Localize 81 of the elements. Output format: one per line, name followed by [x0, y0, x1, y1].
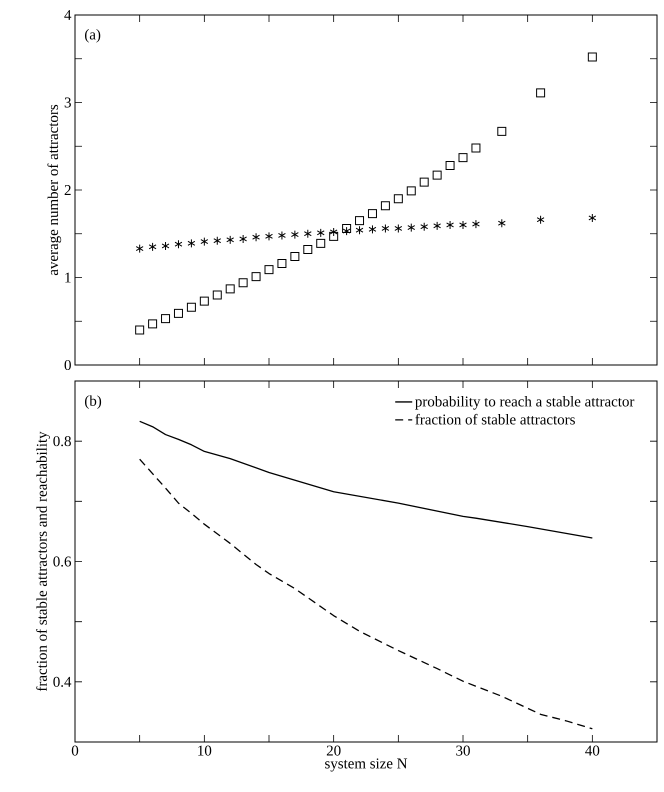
- point: [588, 213, 596, 222]
- y-tick-label: 0.4: [53, 676, 72, 687]
- annotation: (b): [84, 395, 102, 409]
- y-tick-label: 3: [64, 97, 71, 108]
- point: [407, 223, 416, 232]
- point: [446, 220, 454, 230]
- point: [342, 224, 352, 233]
- y-tick-label: 0.8: [53, 436, 71, 446]
- point: [394, 194, 403, 204]
- point: [136, 244, 144, 254]
- x-tick-label: 40: [585, 746, 600, 756]
- point: [330, 227, 338, 236]
- point: [394, 224, 402, 233]
- point: [380, 201, 390, 210]
- point: [148, 319, 158, 328]
- point: [329, 232, 338, 241]
- point: [174, 308, 183, 318]
- point: [432, 170, 442, 180]
- y-tick-label: 4: [64, 10, 72, 20]
- point: [200, 237, 208, 246]
- point: [212, 290, 222, 300]
- point: [316, 228, 325, 238]
- point: [446, 160, 455, 170]
- y-tick-label: 1: [65, 272, 71, 282]
- point: [498, 218, 506, 228]
- point: [265, 232, 273, 241]
- point: [355, 216, 364, 226]
- x-axis-title: system size N: [325, 758, 408, 772]
- point: [304, 229, 312, 238]
- point: [420, 178, 429, 187]
- point: [148, 242, 157, 252]
- y-tick-label: 0: [64, 360, 71, 370]
- y-axis-title: fraction of stable attractors and reachability: [36, 431, 50, 692]
- point: [459, 220, 467, 230]
- point: [536, 215, 545, 224]
- point: [472, 220, 480, 229]
- point: [471, 143, 480, 152]
- x-tick-label: 30: [456, 746, 470, 756]
- point: [135, 325, 144, 334]
- point: [433, 221, 442, 230]
- point: [420, 222, 428, 232]
- line-series: [139, 458, 593, 730]
- point: [238, 278, 248, 288]
- y-tick-label: 2: [64, 185, 71, 195]
- point: [368, 224, 376, 234]
- point: [316, 238, 326, 248]
- y-tick-label: 0.6: [53, 556, 72, 567]
- point: [290, 252, 300, 261]
- point: [303, 244, 312, 254]
- point: [187, 238, 196, 248]
- point: [497, 126, 506, 136]
- point: [278, 230, 286, 240]
- x-tick-label: 20: [326, 746, 341, 756]
- point: [174, 240, 182, 249]
- legend-label: fraction of stable attractors: [415, 414, 575, 425]
- point: [290, 230, 299, 240]
- point: [277, 258, 286, 268]
- x-tick-label: 10: [198, 746, 212, 756]
- point: [213, 236, 222, 246]
- point: [226, 284, 235, 294]
- point: [381, 224, 390, 233]
- point: [252, 272, 261, 282]
- point: [368, 209, 377, 218]
- point: [536, 88, 546, 98]
- point: [252, 232, 260, 242]
- annotation: (a): [84, 29, 100, 43]
- point: [588, 52, 597, 62]
- point: [458, 153, 468, 162]
- legend-label: probability to reach a stable attractor: [415, 396, 634, 410]
- point: [161, 314, 170, 324]
- point: [356, 226, 364, 235]
- point: [200, 296, 209, 306]
- y-axis-title: average number of attractors: [47, 104, 62, 276]
- point: [406, 186, 416, 196]
- point: [342, 226, 351, 236]
- point: [264, 265, 274, 274]
- point: [239, 234, 248, 244]
- point: [186, 302, 196, 312]
- point: [226, 235, 234, 244]
- x-tick-label: 0: [72, 746, 78, 756]
- point: [162, 241, 170, 250]
